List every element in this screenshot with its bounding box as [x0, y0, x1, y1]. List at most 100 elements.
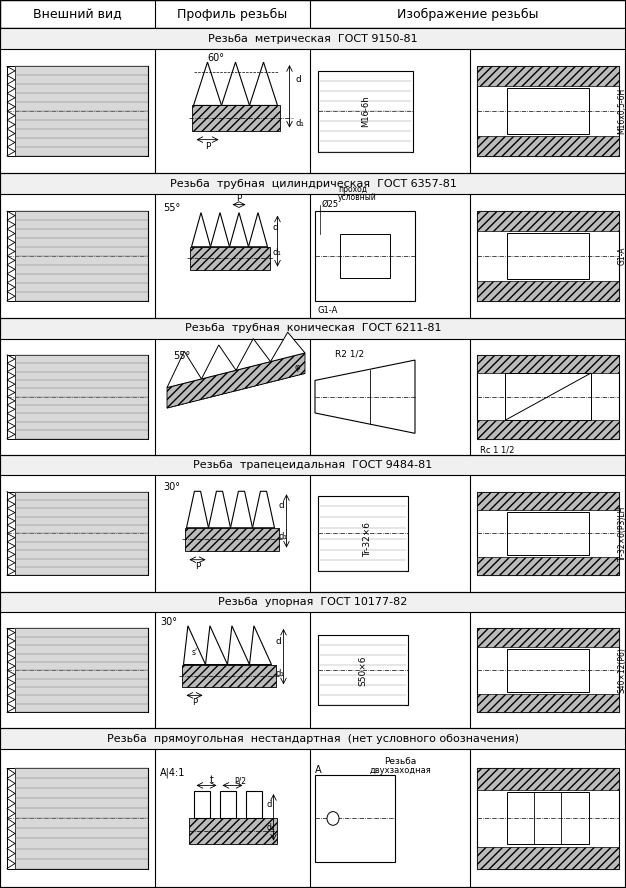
Text: d: d [267, 800, 272, 809]
Text: A: A [315, 765, 322, 774]
Text: Резьба  метрическая  ГОСТ 9150-81: Резьба метрическая ГОСТ 9150-81 [208, 34, 418, 44]
Bar [477, 846, 619, 868]
Text: Резьба  прямоугольная  нестандартная  (нет условного обозначения): Резьба прямоугольная нестандартная (нет … [107, 733, 519, 743]
Bar [0, 0, 626, 28]
Text: P/2: P/2 [235, 776, 247, 785]
Bar [477, 355, 619, 373]
Bar [507, 792, 589, 844]
Polygon shape [192, 212, 210, 247]
Text: 55°: 55° [173, 351, 190, 361]
Bar [318, 636, 408, 705]
Text: Резьба  упорная  ГОСТ 10177-82: Резьба упорная ГОСТ 10177-82 [218, 597, 408, 607]
Polygon shape [167, 353, 305, 408]
Text: проход: проход [338, 185, 367, 194]
Bar [507, 511, 589, 555]
Polygon shape [187, 491, 208, 527]
Text: P: P [192, 698, 197, 707]
Bar [507, 648, 589, 692]
Polygon shape [250, 62, 277, 106]
Text: М16-6h: М16-6h [361, 95, 370, 127]
Text: 30°: 30° [163, 482, 180, 492]
Bar [477, 694, 619, 712]
Bar [7, 629, 148, 712]
Text: 60°: 60° [207, 52, 225, 62]
Bar [15, 768, 148, 868]
Polygon shape [230, 491, 252, 527]
Bar [15, 211, 148, 301]
Bar [315, 775, 395, 861]
Bar [507, 88, 589, 134]
Bar [15, 67, 148, 156]
Bar [188, 819, 277, 844]
Text: 30°: 30° [160, 617, 177, 628]
Bar [315, 211, 415, 301]
Text: d₁: d₁ [272, 248, 281, 257]
Text: Tr-32×6: Tr-32×6 [364, 521, 372, 557]
Bar [7, 67, 148, 156]
Bar [477, 768, 619, 790]
Text: S50×6: S50×6 [359, 655, 367, 686]
Bar [185, 527, 279, 551]
Bar [15, 67, 148, 156]
Bar [477, 281, 619, 301]
Polygon shape [249, 212, 267, 247]
Bar [0, 455, 626, 475]
Text: s': s' [192, 648, 198, 657]
Text: d₁: d₁ [279, 533, 287, 542]
Text: Резьба  трубная  цилиндрическая  ГОСТ 6357-81: Резьба трубная цилиндрическая ГОСТ 6357-… [170, 178, 456, 188]
Text: Резьба  трапецеидальная  ГОСТ 9484-81: Резьба трапецеидальная ГОСТ 9484-81 [193, 460, 433, 470]
Bar [220, 791, 235, 819]
Text: Tr-32×6(P3)LH: Tr-32×6(P3)LH [617, 506, 626, 561]
Polygon shape [230, 212, 249, 247]
Text: Резьба: Резьба [384, 757, 416, 766]
Text: Внешний вид: Внешний вид [33, 8, 122, 20]
Text: P: P [236, 194, 242, 203]
Bar [15, 355, 148, 439]
Polygon shape [250, 626, 272, 664]
Polygon shape [167, 352, 202, 387]
Polygon shape [193, 62, 222, 106]
Bar [0, 591, 626, 612]
Polygon shape [227, 626, 250, 664]
Circle shape [327, 812, 339, 825]
Bar [7, 768, 148, 868]
Polygon shape [210, 212, 230, 247]
Bar [477, 629, 619, 646]
Text: G1-A: G1-A [318, 306, 339, 315]
Text: S40×12(P6): S40×12(P6) [617, 647, 626, 694]
Bar [477, 492, 619, 510]
Bar [15, 492, 148, 575]
Bar [477, 136, 619, 156]
Text: Изображение резьбы: Изображение резьбы [398, 8, 539, 20]
Text: d: d [272, 224, 278, 233]
Text: P: P [195, 562, 200, 571]
Polygon shape [252, 491, 274, 527]
Bar [318, 496, 408, 571]
Text: условный: условный [338, 193, 377, 202]
Polygon shape [208, 491, 230, 527]
Bar [477, 67, 619, 156]
Bar [477, 211, 619, 231]
Text: d: d [275, 637, 281, 646]
Bar [0, 728, 626, 749]
Text: d: d [279, 502, 284, 511]
Bar [477, 67, 619, 86]
Text: М16х0,5-6Н: М16х0,5-6Н [617, 88, 626, 134]
Bar [182, 664, 275, 687]
Text: d: d [295, 75, 301, 84]
Polygon shape [205, 626, 227, 664]
Bar [477, 211, 619, 301]
Text: A|4:1: A|4:1 [160, 767, 185, 778]
Bar [192, 106, 279, 131]
Text: P: P [205, 142, 210, 151]
Bar [193, 791, 210, 819]
Bar [15, 211, 148, 301]
Bar [7, 211, 148, 301]
Bar [0, 173, 626, 194]
Bar [15, 492, 148, 575]
Polygon shape [222, 62, 250, 106]
Bar [190, 247, 270, 270]
Polygon shape [236, 338, 270, 370]
Bar [477, 768, 619, 868]
Text: φ: φ [294, 363, 300, 372]
